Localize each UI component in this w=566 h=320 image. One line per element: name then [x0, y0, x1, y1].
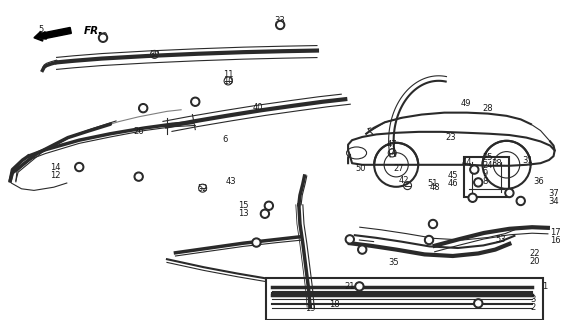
Text: 36: 36 [534, 177, 544, 186]
Text: 30: 30 [251, 239, 261, 248]
Circle shape [360, 247, 365, 252]
Text: 7: 7 [389, 148, 395, 157]
Circle shape [518, 198, 523, 204]
Text: 25: 25 [482, 153, 492, 162]
Circle shape [505, 188, 514, 197]
Circle shape [345, 235, 354, 244]
Circle shape [427, 237, 431, 243]
Text: 14: 14 [50, 163, 61, 172]
Circle shape [263, 211, 267, 216]
Circle shape [134, 172, 143, 181]
Text: 24: 24 [482, 161, 492, 170]
Circle shape [98, 33, 108, 42]
Circle shape [358, 245, 367, 254]
Circle shape [472, 167, 477, 172]
Circle shape [476, 180, 481, 185]
Circle shape [348, 237, 352, 242]
Text: 4: 4 [38, 33, 44, 42]
Text: 9: 9 [482, 169, 488, 178]
Circle shape [254, 240, 259, 245]
Circle shape [470, 165, 479, 174]
Text: 2: 2 [530, 303, 535, 312]
Circle shape [276, 20, 285, 29]
Text: 46: 46 [448, 179, 458, 188]
Circle shape [468, 193, 477, 202]
Circle shape [193, 99, 198, 104]
Text: 52: 52 [198, 184, 208, 193]
Circle shape [264, 201, 273, 210]
Text: 39: 39 [149, 50, 160, 59]
Circle shape [516, 196, 525, 205]
Circle shape [267, 203, 271, 208]
Circle shape [77, 164, 82, 170]
Text: 23: 23 [446, 133, 456, 142]
Circle shape [474, 299, 483, 308]
Circle shape [260, 209, 269, 218]
Text: 27: 27 [394, 164, 404, 173]
Circle shape [141, 106, 145, 111]
Text: 5: 5 [38, 25, 44, 34]
Text: 49: 49 [461, 100, 471, 108]
Text: 32: 32 [134, 173, 144, 182]
Text: 15: 15 [238, 201, 248, 210]
Text: 48: 48 [430, 183, 440, 192]
Circle shape [474, 178, 483, 187]
Text: 51: 51 [428, 179, 438, 188]
Circle shape [136, 174, 141, 179]
Text: 10: 10 [223, 77, 233, 86]
Circle shape [75, 163, 84, 172]
Text: 17: 17 [551, 228, 561, 237]
Bar [464, 157, 509, 197]
Text: 21: 21 [345, 282, 355, 291]
Text: 26: 26 [134, 127, 144, 136]
Circle shape [278, 22, 282, 28]
Text: 45: 45 [448, 171, 458, 180]
Text: 28: 28 [482, 104, 492, 113]
Text: 37: 37 [548, 189, 559, 198]
Text: 42: 42 [398, 176, 409, 185]
Circle shape [507, 190, 512, 196]
Text: 47: 47 [387, 140, 397, 149]
Circle shape [357, 284, 362, 289]
Text: 31: 31 [523, 156, 533, 165]
Text: 54: 54 [472, 299, 482, 308]
Text: 44: 44 [462, 158, 472, 167]
Text: 40: 40 [252, 103, 263, 112]
FancyArrow shape [34, 28, 71, 41]
Text: FR.: FR. [84, 26, 103, 36]
Text: 38: 38 [492, 159, 502, 168]
Text: 34: 34 [548, 197, 559, 206]
Circle shape [424, 236, 434, 244]
Text: 6: 6 [222, 135, 228, 144]
Text: 18: 18 [329, 300, 340, 309]
Text: 20: 20 [530, 257, 540, 266]
Text: 1: 1 [542, 282, 548, 291]
Circle shape [476, 301, 481, 306]
Text: 41: 41 [138, 104, 148, 113]
Circle shape [431, 221, 435, 227]
Text: 11: 11 [223, 70, 233, 79]
Text: 16: 16 [551, 236, 561, 245]
Text: 43: 43 [226, 177, 236, 186]
Circle shape [355, 282, 364, 291]
Text: 22: 22 [530, 249, 540, 258]
Text: 12: 12 [50, 171, 61, 180]
Text: 19: 19 [305, 304, 315, 313]
Circle shape [252, 238, 261, 247]
Text: 50: 50 [356, 164, 366, 173]
Text: 35: 35 [388, 258, 398, 267]
Circle shape [428, 220, 438, 228]
Circle shape [101, 35, 105, 40]
Text: 29: 29 [98, 32, 108, 41]
Text: 3: 3 [530, 295, 535, 304]
Text: 33: 33 [275, 16, 285, 25]
Text: 13: 13 [238, 209, 248, 218]
Bar [266, 278, 543, 320]
Circle shape [139, 104, 148, 113]
Circle shape [191, 97, 200, 106]
Circle shape [470, 195, 475, 200]
Text: 8: 8 [482, 177, 488, 186]
Text: 53: 53 [496, 236, 506, 244]
